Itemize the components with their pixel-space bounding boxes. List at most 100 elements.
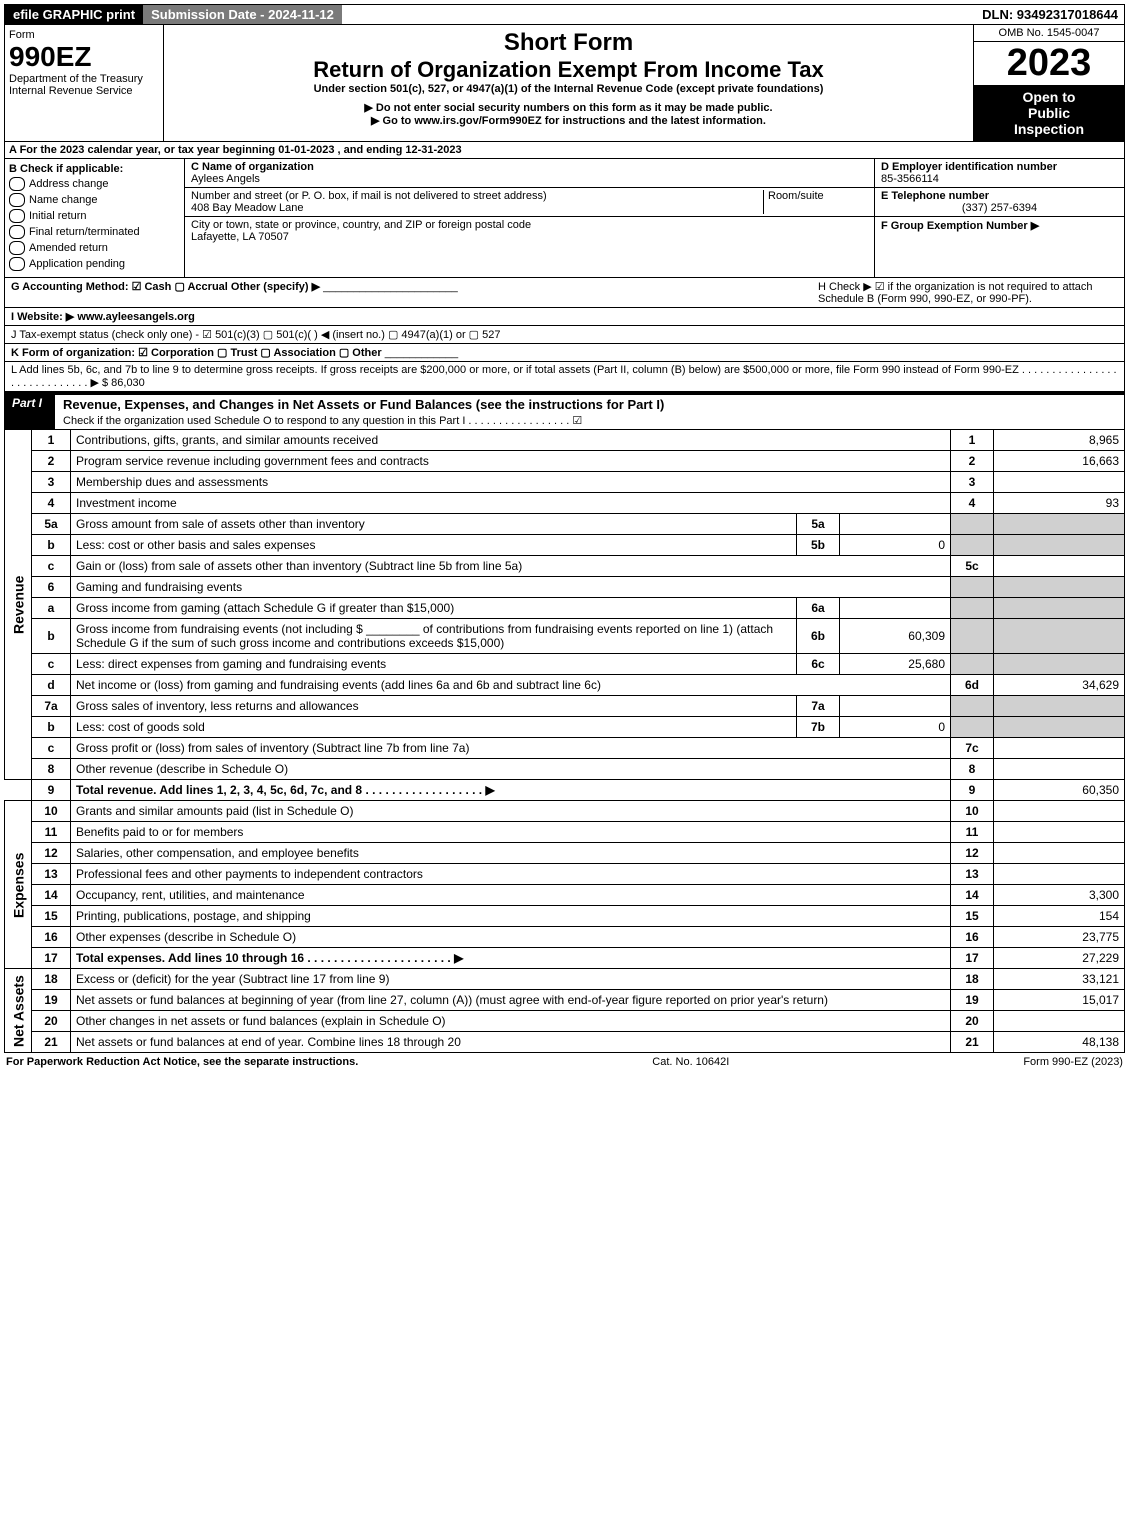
ein-value: 85-3566114 [881,173,939,185]
footer-catalog: Cat. No. 10642I [652,1056,729,1068]
dln: DLN: 93492317018644 [976,5,1124,24]
chk-name-change[interactable]: Name change [9,193,180,207]
line-17-val: 27,229 [994,948,1125,969]
line-10-desc: Grants and similar amounts paid (list in… [71,801,951,822]
footer-formref: Form 990-EZ (2023) [1023,1056,1123,1068]
tel-value: (337) 257-6394 [881,202,1118,214]
line-6b-desc: Gross income from fundraising events (no… [71,619,797,654]
line-4-desc: Investment income [71,493,951,514]
part-1-table: Revenue 1 Contributions, gifts, grants, … [4,429,1125,1053]
line-L: L Add lines 5b, 6c, and 7b to line 9 to … [4,362,1125,392]
line-21-val: 48,138 [994,1032,1125,1053]
line-K: K Form of organization: ☑ Corporation ▢ … [4,344,1125,362]
efile-chip[interactable]: efile GRAPHIC print [5,5,143,24]
line-2-desc: Program service revenue including govern… [71,451,951,472]
line-16-val: 23,775 [994,927,1125,948]
name-label: C Name of organization [191,161,314,173]
line-20-desc: Other changes in net assets or fund bala… [71,1011,951,1032]
line-5b-desc: Less: cost or other basis and sales expe… [71,535,797,556]
line-2-val: 16,663 [994,451,1125,472]
line-7b-desc: Less: cost of goods sold [71,717,797,738]
part-1-title: Revenue, Expenses, and Changes in Net As… [63,397,664,412]
form-label: Form [9,29,159,41]
top-bar: efile GRAPHIC print Submission Date - 20… [4,4,1125,25]
line-12-desc: Salaries, other compensation, and employ… [71,843,951,864]
line-11-desc: Benefits paid to or for members [71,822,951,843]
line-5a-desc: Gross amount from sale of assets other t… [71,514,797,535]
line-15-desc: Printing, publications, postage, and shi… [71,906,951,927]
tel-label: E Telephone number [881,190,989,202]
line-7b-val: 0 [840,717,951,738]
side-label-revenue: Revenue [5,430,32,780]
line-7a-desc: Gross sales of inventory, less returns a… [71,696,797,717]
line-6d-desc: Net income or (loss) from gaming and fun… [71,675,951,696]
chk-amended-return[interactable]: Amended return [9,241,180,255]
street-label: Number and street (or P. O. box, if mail… [191,190,547,202]
line-9-val: 60,350 [994,780,1125,801]
footer-paperwork: For Paperwork Reduction Act Notice, see … [6,1056,358,1068]
form-number: 990EZ [9,41,159,73]
chk-address-change[interactable]: Address change [9,177,180,191]
line-8-desc: Other revenue (describe in Schedule O) [71,759,951,780]
line-7c-desc: Gross profit or (loss) from sales of inv… [71,738,951,759]
line-18-desc: Excess or (deficit) for the year (Subtra… [71,969,951,990]
line-13-desc: Professional fees and other payments to … [71,864,951,885]
line-6c-val: 25,680 [840,654,951,675]
footer: For Paperwork Reduction Act Notice, see … [4,1053,1125,1071]
line-1-desc: Contributions, gifts, grants, and simila… [71,430,951,451]
line-15-val: 154 [994,906,1125,927]
org-name: Aylees Angels [191,173,260,185]
group-exemption: F Group Exemption Number ▶ [875,217,1124,234]
line-J: J Tax-exempt status (check only one) - ☑… [4,326,1125,344]
part-1-sub: Check if the organization used Schedule … [63,415,582,427]
note-ssn: ▶ Do not enter social security numbers o… [168,101,969,114]
dept-treasury: Department of the Treasury [9,73,159,85]
line-6c-desc: Less: direct expenses from gaming and fu… [71,654,797,675]
irs-label: Internal Revenue Service [9,85,159,97]
line-A: A For the 2023 calendar year, or tax yea… [4,142,1125,159]
line-14-val: 3,300 [994,885,1125,906]
open-to-public: Open toPublicInspection [974,85,1124,141]
line-4-val: 93 [994,493,1125,514]
chk-final-return[interactable]: Final return/terminated [9,225,180,239]
line-5c-desc: Gain or (loss) from sale of assets other… [71,556,951,577]
line-19-val: 15,017 [994,990,1125,1011]
line-6d-val: 34,629 [994,675,1125,696]
city-label: City or town, state or province, country… [191,219,531,231]
room-suite-label: Room/suite [763,190,868,214]
line-17-desc: Total expenses. Add lines 10 through 16 … [71,948,951,969]
line-14-desc: Occupancy, rent, utilities, and maintena… [71,885,951,906]
chk-application-pending[interactable]: Application pending [9,257,180,271]
street-value: 408 Bay Meadow Lane [191,202,304,214]
line-5b-val: 0 [840,535,951,556]
line-16-desc: Other expenses (describe in Schedule O) [71,927,951,948]
tax-year: 2023 [974,42,1124,85]
box-H: H Check ▶ ☑ if the organization is not r… [810,280,1118,305]
side-label-net-assets: Net Assets [5,969,32,1053]
side-label-expenses: Expenses [5,801,32,969]
title-short-form: Short Form [168,29,969,57]
entity-block: B Check if applicable: Address change Na… [4,159,1125,278]
part-1-header: Part I Revenue, Expenses, and Changes in… [4,392,1125,429]
line-21-desc: Net assets or fund balances at end of ye… [71,1032,951,1053]
box-b-header: B Check if applicable: [9,163,123,175]
line-6-desc: Gaming and fundraising events [71,577,951,598]
title-subtitle: Under section 501(c), 527, or 4947(a)(1)… [168,83,969,95]
line-6a-desc: Gross income from gaming (attach Schedul… [71,598,797,619]
omb-number: OMB No. 1545-0047 [974,25,1124,42]
note-goto[interactable]: ▶ Go to www.irs.gov/Form990EZ for instru… [168,114,969,127]
chk-initial-return[interactable]: Initial return [9,209,180,223]
ein-label: D Employer identification number [881,161,1057,173]
line-G: G Accounting Method: ☑ Cash ▢ Accrual Ot… [11,280,810,305]
title-main: Return of Organization Exempt From Incom… [168,57,969,83]
line-I[interactable]: I Website: ▶ www.ayleesangels.org [4,308,1125,326]
line-18-val: 33,121 [994,969,1125,990]
line-3-desc: Membership dues and assessments [71,472,951,493]
form-header: Form 990EZ Department of the Treasury In… [4,25,1125,142]
line-6b-val: 60,309 [840,619,951,654]
line-19-desc: Net assets or fund balances at beginning… [71,990,951,1011]
city-value: Lafayette, LA 70507 [191,231,289,243]
submission-date: Submission Date - 2024-11-12 [143,5,342,24]
line-9-desc: Total revenue. Add lines 1, 2, 3, 4, 5c,… [71,780,951,801]
line-1-val: 8,965 [994,430,1125,451]
